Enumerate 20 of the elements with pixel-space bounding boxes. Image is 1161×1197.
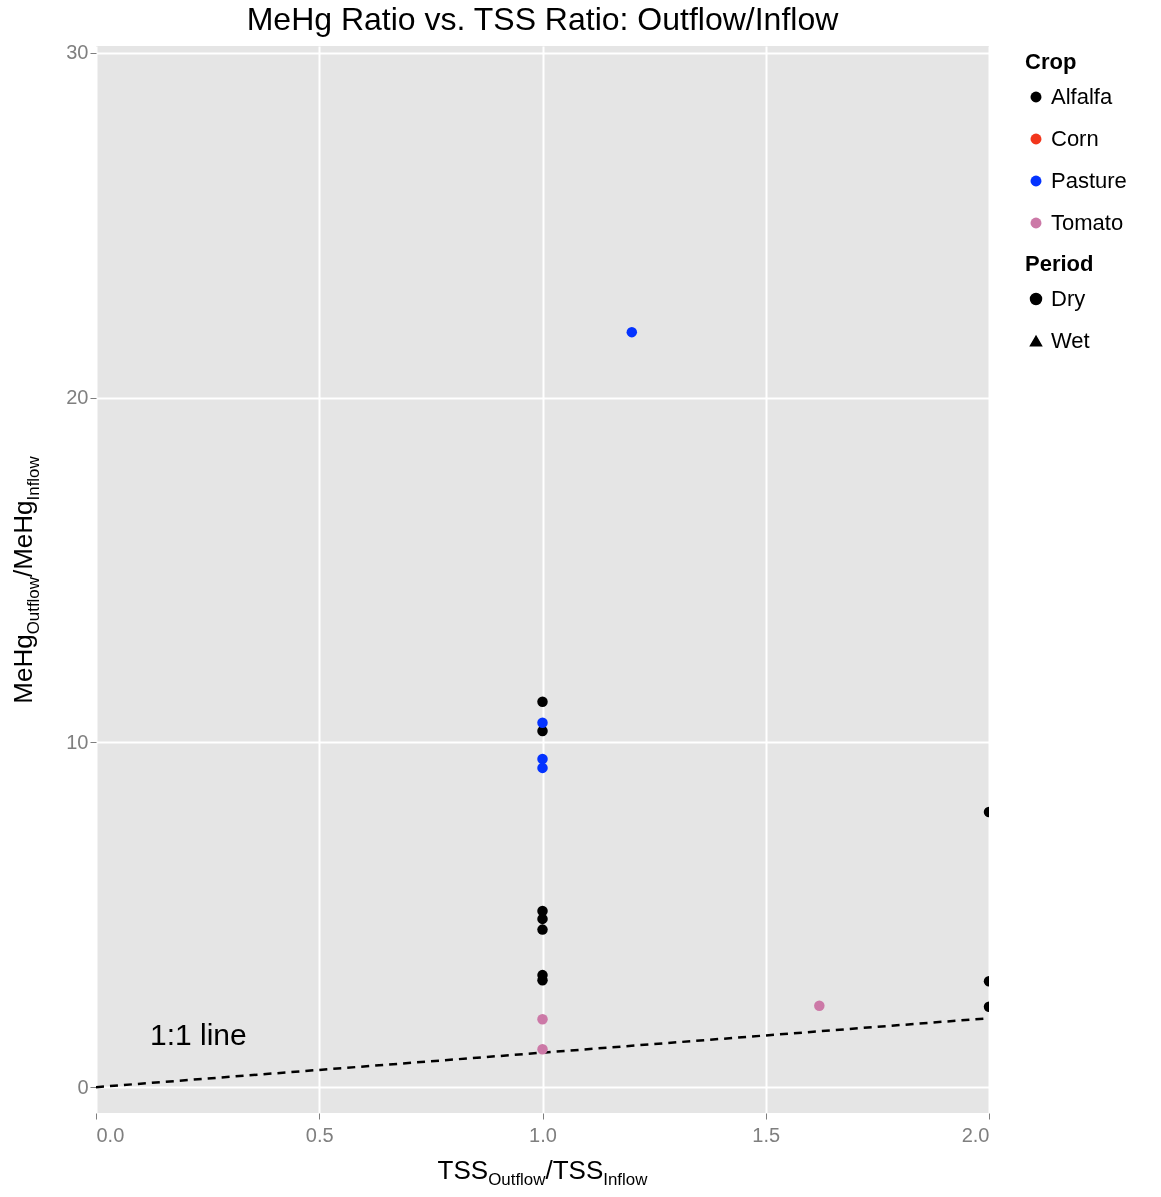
y-tick-label: 10 <box>66 730 89 753</box>
y-tick-label: 0 <box>77 1075 89 1098</box>
x-tick-label: 0.0 <box>96 1123 125 1146</box>
legend-label: Dry <box>1051 286 1086 311</box>
text: Period <box>1025 251 1094 276</box>
legend-label: Alfalfa <box>1051 84 1113 109</box>
chart-title: MeHg Ratio vs. TSS Ratio: Outflow/Inflow <box>246 0 840 37</box>
legend-label: Wet <box>1051 328 1090 353</box>
x-tick-label: 0.5 <box>305 1123 334 1146</box>
legend-label: Pasture <box>1051 168 1127 193</box>
legend-label: Tomato <box>1051 210 1124 235</box>
x-axis-title: TSS$_{Outflow}$/TSS$_{Inflow}$ <box>436 1155 649 1191</box>
x-tick-label: 1.5 <box>752 1123 781 1146</box>
legend-label: Corn <box>1051 126 1099 151</box>
annotation: 1:1 line <box>150 1018 247 1052</box>
x-tick-label: 2.0 <box>961 1123 990 1146</box>
text: Crop <box>1025 49 1077 74</box>
y-tick-label: 20 <box>66 386 89 409</box>
x-tick-label: 1.0 <box>529 1123 557 1146</box>
y-tick-label: 30 <box>66 41 89 64</box>
